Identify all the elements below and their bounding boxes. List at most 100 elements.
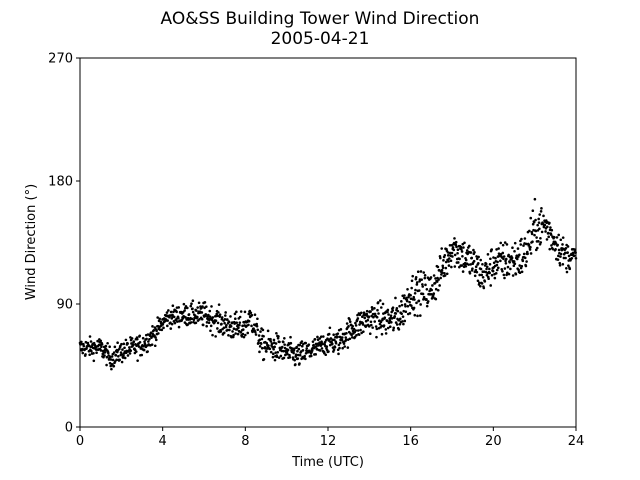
data-point	[197, 301, 201, 305]
data-point	[525, 260, 528, 263]
data-point	[387, 321, 391, 325]
data-point	[557, 233, 560, 237]
data-point	[99, 339, 103, 343]
data-point	[261, 328, 265, 332]
data-point	[217, 303, 221, 306]
data-point	[216, 327, 219, 330]
data-point	[120, 353, 124, 356]
data-point	[103, 350, 107, 354]
data-point	[220, 316, 224, 319]
data-point	[265, 341, 269, 345]
data-point	[155, 329, 158, 333]
data-point	[222, 326, 226, 330]
data-point	[165, 311, 169, 314]
data-point	[170, 322, 174, 326]
data-point	[296, 353, 300, 357]
data-point	[327, 332, 331, 336]
data-point	[372, 315, 375, 319]
data-point	[228, 328, 231, 332]
data-point	[304, 341, 308, 345]
data-point	[501, 243, 505, 247]
data-point	[241, 328, 245, 331]
data-point	[450, 251, 454, 255]
data-point	[548, 247, 552, 251]
data-point	[205, 321, 209, 324]
data-point	[520, 237, 523, 241]
data-point	[482, 286, 486, 290]
data-point	[265, 350, 268, 353]
data-point	[115, 358, 118, 362]
data-point	[196, 315, 199, 319]
data-point	[161, 323, 165, 326]
data-point	[438, 284, 441, 287]
data-point	[338, 346, 341, 350]
data-point	[193, 316, 196, 320]
data-point	[423, 276, 427, 280]
data-point	[524, 264, 528, 268]
data-point	[262, 358, 266, 361]
data-point	[96, 339, 99, 343]
data-point	[522, 252, 526, 256]
data-point	[122, 342, 126, 346]
data-point	[488, 262, 492, 266]
data-point	[559, 255, 562, 258]
data-point	[465, 249, 469, 252]
data-point	[354, 329, 358, 332]
data-point	[474, 268, 478, 272]
data-point	[410, 304, 413, 307]
data-point	[270, 342, 274, 345]
data-point	[149, 331, 153, 334]
data-point	[88, 335, 92, 338]
data-point	[439, 276, 442, 280]
data-point	[315, 345, 318, 348]
data-point	[354, 324, 358, 327]
data-point	[325, 345, 329, 348]
data-point	[169, 327, 173, 330]
data-point	[223, 321, 226, 325]
data-point	[476, 279, 480, 283]
data-point	[434, 277, 437, 280]
data-point	[126, 342, 129, 345]
data-point	[303, 354, 306, 358]
data-point	[238, 323, 241, 327]
data-point	[540, 230, 544, 234]
data-point	[191, 307, 194, 310]
data-point	[547, 235, 550, 239]
data-point	[337, 343, 341, 347]
data-point	[454, 240, 458, 244]
data-point	[357, 333, 361, 336]
data-point	[536, 246, 539, 250]
data-point	[138, 340, 142, 344]
data-point	[99, 349, 103, 352]
data-point	[208, 309, 212, 313]
data-point	[549, 233, 553, 236]
data-point	[430, 288, 433, 292]
data-point	[259, 330, 262, 333]
data-point	[338, 341, 342, 345]
data-point	[288, 356, 292, 359]
data-point	[528, 248, 532, 251]
data-point	[321, 342, 324, 346]
data-point	[224, 314, 227, 317]
data-point	[402, 309, 406, 313]
data-point	[234, 317, 237, 321]
data-point	[356, 329, 360, 332]
data-point	[250, 324, 253, 328]
data-point	[558, 263, 562, 267]
data-point	[406, 304, 410, 308]
data-point	[100, 345, 103, 349]
data-point	[375, 327, 379, 331]
data-point	[151, 325, 154, 328]
data-point	[366, 318, 370, 322]
data-point	[343, 345, 347, 348]
data-point	[556, 258, 560, 261]
data-point	[410, 279, 414, 283]
data-point	[209, 324, 213, 328]
data-point	[532, 220, 536, 224]
data-point	[453, 253, 457, 257]
data-point	[269, 350, 273, 354]
data-point	[256, 317, 259, 321]
x-axis-label: Time (UTC)	[291, 455, 364, 470]
data-point	[339, 328, 343, 331]
data-point	[169, 321, 172, 324]
